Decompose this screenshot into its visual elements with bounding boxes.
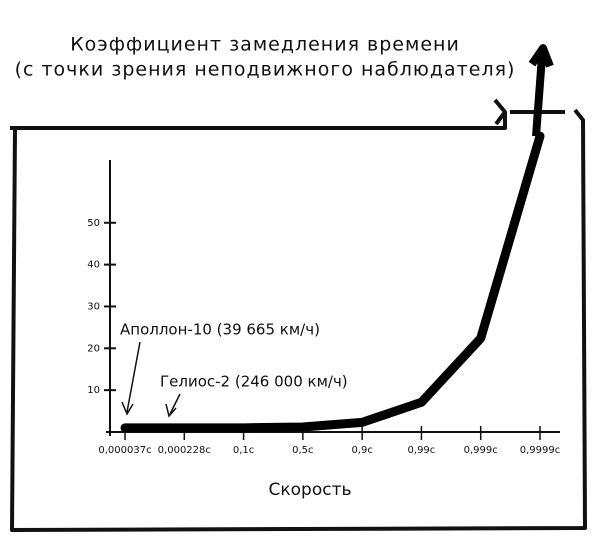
frame xyxy=(10,98,587,532)
x-tick-label: 0,9c xyxy=(351,445,372,456)
y-tick-label: 30 xyxy=(87,301,100,312)
y-tick-label: 50 xyxy=(87,218,100,229)
x-tick-label: 0,1c xyxy=(233,445,254,456)
annotation: Аполлон-10 (39 665 км/ч) xyxy=(120,321,320,339)
y-tick-label: 20 xyxy=(87,343,100,354)
y-tick-label: 40 xyxy=(87,260,100,271)
x-tick-label: 0,99c xyxy=(408,445,436,456)
x-tick-label: 0,999c xyxy=(464,445,498,456)
x-tick-label: 0,000037c xyxy=(98,445,151,456)
chart-title: Коэффициент замедления времени xyxy=(70,34,460,56)
x-tick-label: 0,9999c xyxy=(520,445,561,456)
annotation-arrow xyxy=(121,341,181,418)
x-tick-label: 0,5c xyxy=(292,445,313,456)
x-axis-label: Скорость xyxy=(269,480,352,500)
x-tick-label: 0,000228c xyxy=(158,445,211,456)
annotation: Гелиос-2 (246 000 км/ч) xyxy=(160,373,348,391)
curve-arrowhead xyxy=(528,44,554,137)
curve xyxy=(120,131,545,433)
y-tick-label: 10 xyxy=(87,385,100,396)
chart-subtitle: (с точки зрения неподвижного наблюдателя… xyxy=(15,59,516,81)
